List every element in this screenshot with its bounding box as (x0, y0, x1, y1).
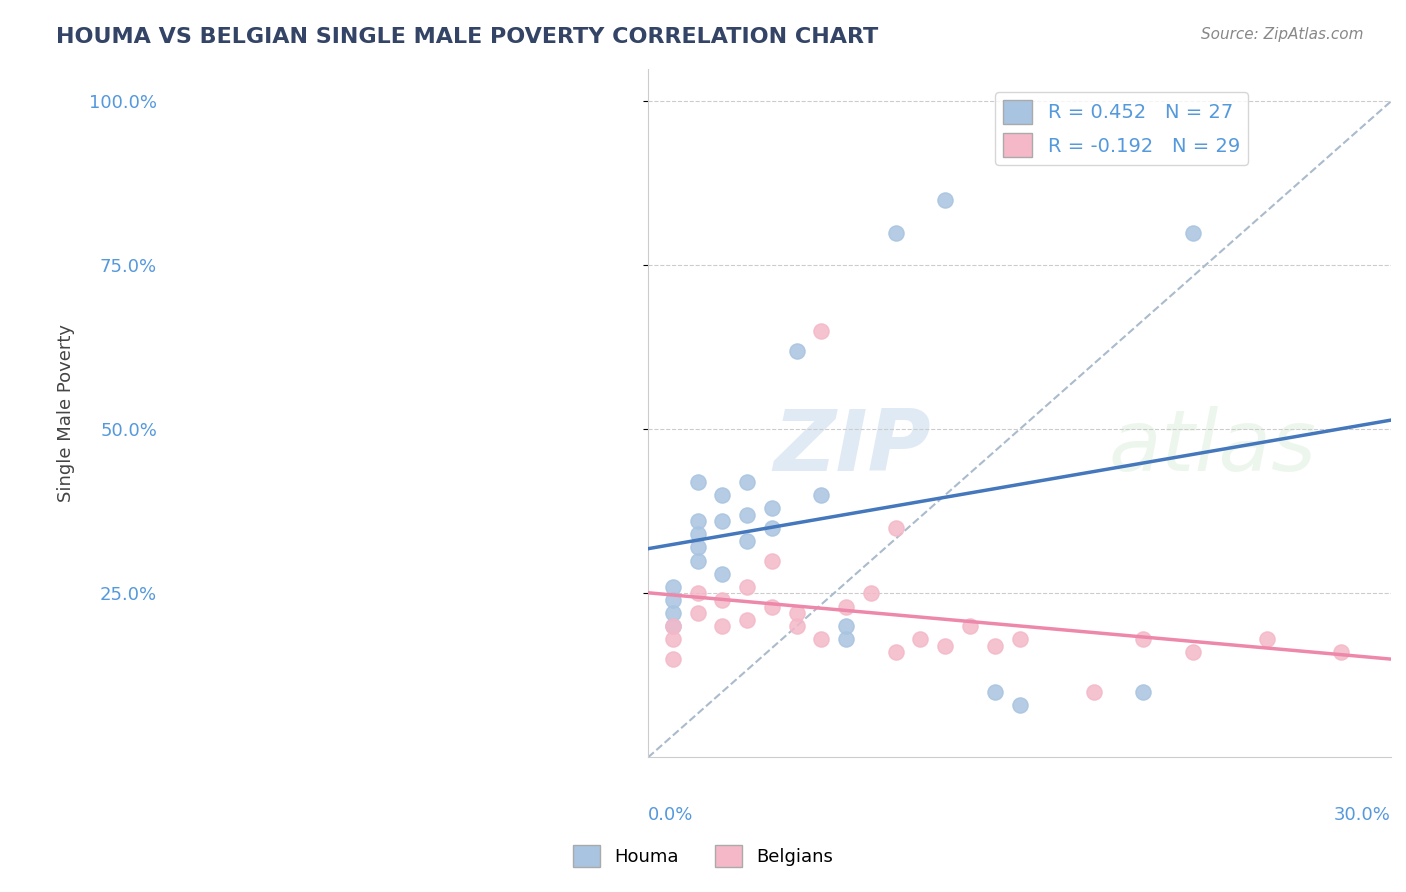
Point (1181, 226, 1204, 240)
Point (662, 606, 685, 620)
Point (686, 553, 709, 567)
Point (810, 488, 832, 502)
Point (686, 527, 709, 541)
Point (884, 226, 907, 240)
Point (984, 639, 1007, 653)
Point (662, 593, 685, 607)
Point (1330, 645, 1353, 659)
Text: ZIP: ZIP (773, 406, 931, 489)
Text: 30.0%: 30.0% (1334, 805, 1391, 823)
Point (910, 632, 932, 647)
Text: atlas: atlas (1109, 406, 1316, 489)
Text: 0.0%: 0.0% (648, 805, 693, 823)
Point (1132, 685, 1154, 699)
Point (959, 619, 981, 633)
Legend: R = 0.452   N = 27, R = -0.192   N = 29: R = 0.452 N = 27, R = -0.192 N = 29 (995, 92, 1247, 165)
Point (1083, 685, 1105, 699)
Point (786, 619, 808, 633)
Point (884, 521, 907, 535)
Point (786, 343, 808, 358)
Text: HOUMA VS BELGIAN SINGLE MALE POVERTY CORRELATION CHART: HOUMA VS BELGIAN SINGLE MALE POVERTY COR… (56, 27, 879, 46)
Point (835, 599, 858, 614)
Point (835, 619, 858, 633)
Point (662, 652, 685, 666)
Point (761, 521, 783, 535)
Point (1008, 698, 1031, 712)
Point (662, 619, 685, 633)
Point (711, 593, 734, 607)
Legend: Houma, Belgians: Houma, Belgians (565, 838, 841, 874)
Point (934, 639, 956, 653)
Text: Source: ZipAtlas.com: Source: ZipAtlas.com (1201, 27, 1364, 42)
Point (735, 508, 758, 522)
Point (761, 553, 783, 567)
Point (735, 613, 758, 627)
Point (761, 599, 783, 614)
Point (735, 475, 758, 489)
Point (1256, 632, 1278, 647)
Point (735, 580, 758, 594)
Point (686, 586, 709, 600)
Point (735, 533, 758, 548)
Point (662, 632, 685, 647)
Point (711, 488, 734, 502)
Point (1181, 645, 1204, 659)
Point (884, 645, 907, 659)
Point (984, 685, 1007, 699)
Point (686, 541, 709, 555)
Point (686, 514, 709, 528)
Point (810, 632, 832, 647)
Point (686, 606, 709, 620)
Point (686, 475, 709, 489)
Point (761, 501, 783, 516)
Point (711, 619, 734, 633)
Point (662, 619, 685, 633)
Y-axis label: Single Male Poverty: Single Male Poverty (58, 324, 75, 502)
Point (859, 586, 882, 600)
Point (786, 606, 808, 620)
Point (662, 580, 685, 594)
Point (934, 193, 956, 207)
Point (711, 566, 734, 581)
Point (835, 632, 858, 647)
Point (1132, 632, 1154, 647)
Point (711, 514, 734, 528)
Point (1008, 632, 1031, 647)
Point (810, 324, 832, 338)
